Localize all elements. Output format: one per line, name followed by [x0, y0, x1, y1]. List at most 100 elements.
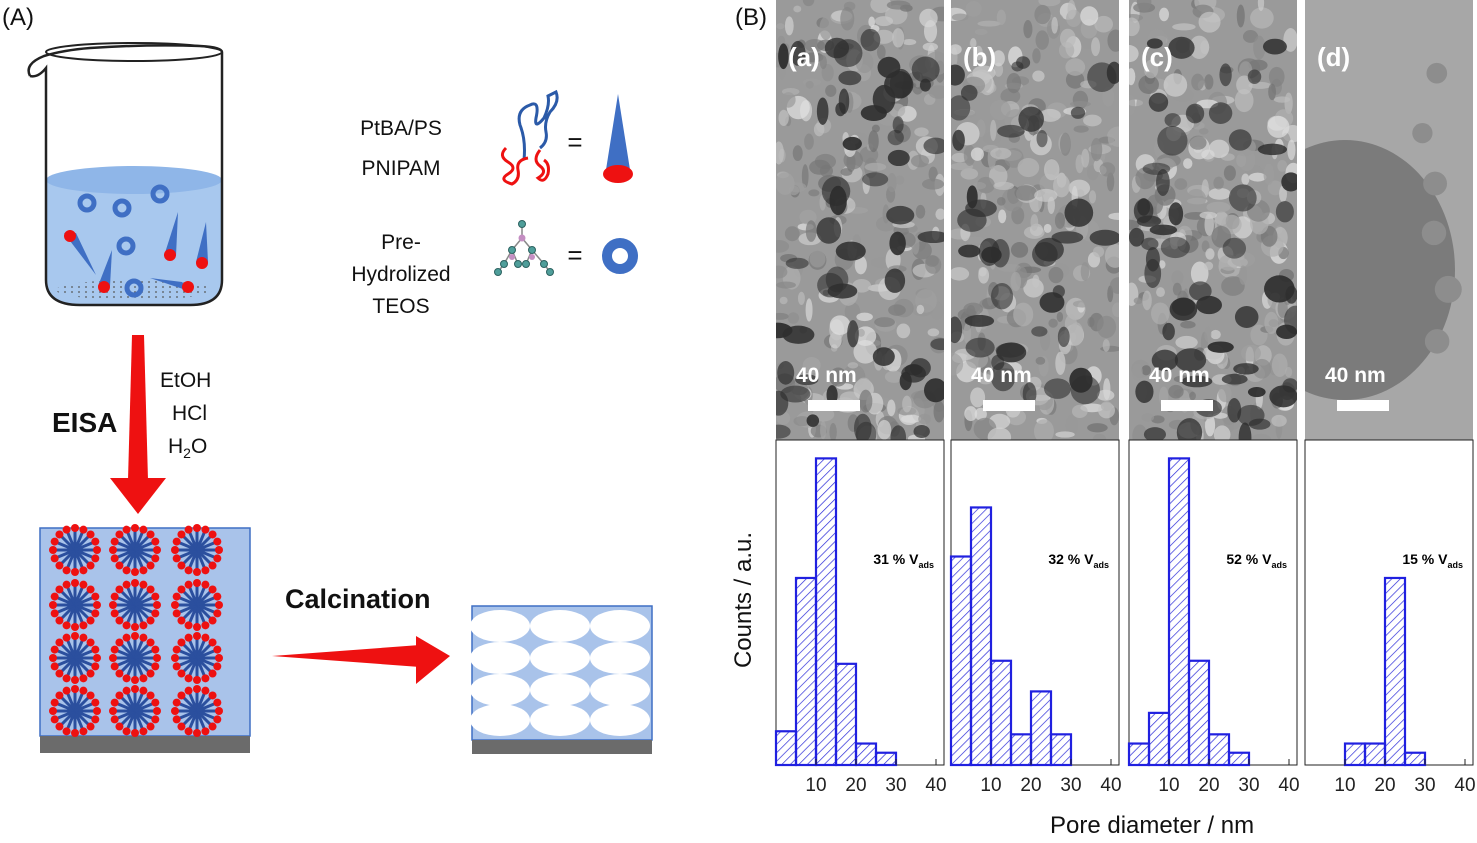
histogram-bar: [814, 457, 838, 767]
histogram-bar: [1009, 733, 1033, 767]
scale-text-d: 40 nm: [1325, 364, 1386, 387]
beaker: [27, 42, 224, 307]
eisa-label: EISA: [52, 407, 118, 438]
histogram-bar: [1147, 711, 1171, 767]
histogram-bar: [834, 662, 858, 767]
histogram-bar: [1049, 733, 1073, 767]
panel-a-label: (A): [2, 4, 34, 31]
scale-text-a: 40 nm: [796, 364, 857, 387]
histogram-bar: [949, 555, 973, 767]
histogram-d: 10 20 30 40 15 % Vads: [1304, 439, 1476, 796]
scale-text-c: 40 nm: [1149, 364, 1210, 387]
tem-image-d: (d) 40 nm: [1305, 0, 1473, 440]
histogram-bar: [1167, 457, 1191, 767]
ordered-micelle-film: [39, 524, 251, 753]
tem-texture: [951, 0, 1119, 440]
histogram-b: 10 20 30 40 32 % Vads: [949, 439, 1122, 796]
legend-equals-1: =: [567, 127, 583, 157]
teos-molecule-icon: [494, 220, 554, 276]
x-tick-label: 40: [1454, 775, 1475, 796]
pore: [530, 704, 590, 736]
spherical-micelle: [109, 632, 161, 684]
liquid-surface: [46, 166, 222, 194]
silica-ring-icon: [602, 238, 638, 274]
spherical-micelle: [171, 579, 223, 631]
scale-text-b: 40 nm: [971, 364, 1032, 387]
tem-label-d: (d): [1317, 42, 1351, 72]
histogram-bar: [854, 742, 878, 767]
spherical-micelle: [171, 632, 223, 684]
tem-image-b: (b) 40 nm: [951, 0, 1119, 440]
x-tick-label: 30: [1414, 775, 1435, 796]
tem-label-a: (a): [788, 42, 820, 72]
plot-frame: [1128, 439, 1298, 766]
pore-histograms: 10 20 30 40 31 % Vads 10 20 30 40 32 % Vads 10 20 30…: [774, 439, 1476, 796]
histogram-bar: [794, 576, 818, 767]
x-tick-label: 10: [1158, 775, 1179, 796]
x-tick-label: 10: [980, 775, 1001, 796]
water-o: O: [190, 435, 208, 458]
x-tick-label: 30: [1060, 775, 1081, 796]
water-h: H: [168, 435, 184, 458]
beaker-silica-rings: [77, 184, 170, 298]
calcination-arrow: [272, 636, 450, 684]
micelle-cone-icon: [603, 94, 633, 183]
histogram-bar: [1227, 751, 1251, 767]
scale-bar-b: [983, 400, 1035, 411]
tem-image-c: (c) 40 nm: [1129, 0, 1297, 440]
pore: [530, 610, 590, 642]
spherical-micelle: [171, 685, 223, 737]
legend-polymer-label-1: PtBA/PS: [360, 117, 442, 140]
histogram-bar: [969, 506, 993, 767]
spherical-micelle: [171, 524, 223, 576]
scale-bar-d: [1337, 400, 1389, 411]
polymer-chain-icon: [501, 89, 559, 186]
tem-image-a: (a) 40 nm: [776, 0, 944, 440]
pore: [590, 674, 650, 706]
spherical-micelle: [49, 524, 101, 576]
tem-label-c: (c): [1141, 42, 1173, 72]
x-axis-label: Pore diameter / nm: [1050, 812, 1255, 839]
pore: [590, 704, 650, 736]
histogram-bar: [1363, 742, 1387, 767]
tem-texture: [1129, 0, 1297, 440]
water-subscript: 2: [183, 445, 191, 462]
pore: [590, 642, 650, 674]
legend-precursor-label-2: Hydrolized: [351, 263, 451, 286]
pore: [470, 610, 530, 642]
histogram-bar: [1029, 690, 1053, 767]
histogram-bar: [1383, 576, 1407, 767]
x-tick-label: 10: [805, 775, 826, 796]
mesoporous-film: [470, 605, 653, 754]
tem-texture: [1305, 0, 1473, 440]
histogram-a: 10 20 30 40 31 % Vads: [774, 439, 947, 796]
x-tick-label: 10: [1334, 775, 1355, 796]
legend-precursor-label-1: Pre-: [381, 231, 421, 254]
reagent-etoh: EtOH: [160, 369, 212, 392]
vads-annotation: 32 % Vads: [1048, 551, 1109, 570]
histogram-bar: [1403, 751, 1427, 767]
x-tick-label: 40: [1100, 775, 1121, 796]
histogram-bar: [1207, 733, 1231, 767]
histogram-bar: [774, 730, 798, 767]
spherical-micelle: [109, 524, 161, 576]
x-tick-label: 20: [1198, 775, 1219, 796]
legend-polymer-label-2: PNIPAM: [361, 157, 441, 180]
spherical-micelle: [109, 685, 161, 737]
y-axis-label: Counts / a.u.: [730, 531, 757, 669]
x-tick-label: 30: [885, 775, 906, 796]
histogram-c: 10 20 30 40 52 % Vads: [1127, 439, 1300, 796]
pore: [470, 642, 530, 674]
histogram-bar: [1127, 742, 1151, 767]
spherical-micelle: [49, 579, 101, 631]
histogram-bar: [1343, 742, 1367, 767]
pore: [590, 610, 650, 642]
tem-texture: [776, 0, 944, 440]
x-tick-label: 20: [845, 775, 866, 796]
reagent-water: H2O: [168, 430, 207, 470]
histogram-bar: [989, 659, 1013, 767]
spherical-micelle: [49, 685, 101, 737]
panel-a-diagram: [27, 42, 653, 754]
x-tick-label: 40: [925, 775, 946, 796]
scale-bar-c: [1161, 400, 1213, 411]
